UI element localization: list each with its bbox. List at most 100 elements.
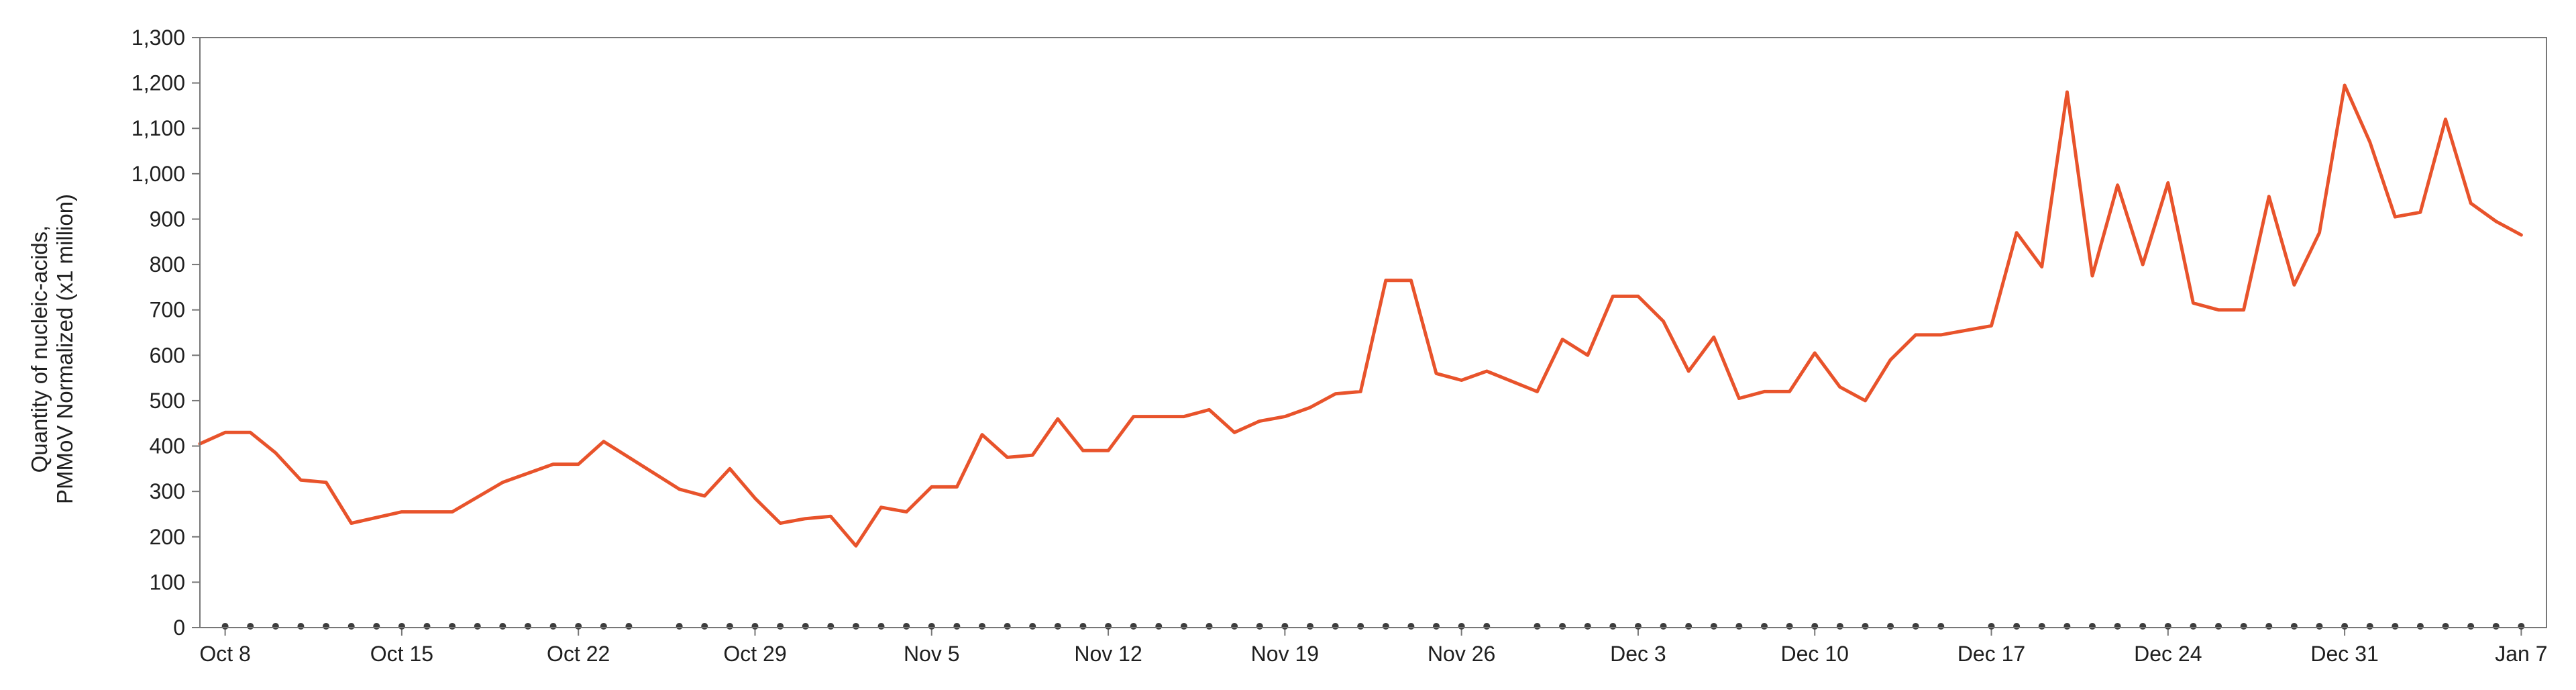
y-tick-label: 100 xyxy=(150,570,185,594)
series-layer xyxy=(198,83,2523,548)
y-axis-title: Quantity of nucleic-acids, PMMoV Normali… xyxy=(27,194,77,504)
sample-marker xyxy=(1660,623,1667,630)
sample-marker xyxy=(2416,623,2424,630)
sample-marker xyxy=(625,623,633,630)
x-tick-label: Nov 26 xyxy=(1428,642,1495,666)
sample-marker xyxy=(827,623,835,630)
plot-frame xyxy=(199,37,2547,628)
y-tick-label: 1,100 xyxy=(131,116,185,140)
sample-marker xyxy=(1685,623,1693,630)
sample-marker xyxy=(323,623,330,630)
sample-marker xyxy=(499,623,506,630)
sample-marker xyxy=(1988,623,1995,630)
y-tick-label: 400 xyxy=(150,434,185,458)
sample-marker xyxy=(1029,623,1036,630)
sample-marker xyxy=(2442,623,2449,630)
sample-marker xyxy=(1407,623,1415,630)
y-axis-title-line-2: PMMoV Normalized (x1 million) xyxy=(52,194,77,504)
sample-marker xyxy=(953,623,961,630)
y-tick-label: 700 xyxy=(150,298,185,322)
sample-marker xyxy=(852,623,859,630)
sample-marker xyxy=(1912,623,1919,630)
sample-marker xyxy=(247,623,254,630)
x-axis: Oct 8 Oct 15 Oct 22 Oct 29 Nov 5 Nov 12 Nov 19… xyxy=(199,628,2548,666)
sample-marker xyxy=(575,623,582,630)
sample-marker xyxy=(1458,623,1465,630)
y-tick-label: 200 xyxy=(150,525,185,549)
sample-marker xyxy=(2467,623,2475,630)
x-tick-label: Oct 15 xyxy=(370,642,433,666)
sample-marker xyxy=(600,623,607,630)
sample-marker xyxy=(979,623,985,630)
y-tick-label: 300 xyxy=(150,479,185,503)
sample-marker xyxy=(676,623,683,630)
sample-marker xyxy=(1609,623,1617,630)
sample-marker xyxy=(1004,623,1011,630)
sample-marker xyxy=(1105,623,1112,630)
sample-marker xyxy=(449,623,456,630)
sample-marker xyxy=(1862,623,1869,630)
x-tick-label: Oct 8 xyxy=(199,642,250,666)
sample-marker xyxy=(1054,623,1061,630)
y-tick-label: 1,000 xyxy=(131,162,185,186)
sample-marker xyxy=(1130,623,1137,630)
x-tick-label: Oct 22 xyxy=(547,642,610,666)
sample-marker xyxy=(903,623,910,630)
sample-marker xyxy=(877,623,885,630)
sample-marker xyxy=(1710,623,1717,630)
sample-marker xyxy=(2139,623,2147,630)
x-tick-label: Nov 19 xyxy=(1251,642,1319,666)
x-tick-label: Dec 17 xyxy=(1957,642,2025,666)
sample-marker xyxy=(2190,623,2197,630)
x-tick-label: Oct 29 xyxy=(723,642,786,666)
y-tick-label: 0 xyxy=(173,615,185,640)
sample-marker xyxy=(1231,623,1238,630)
series-line xyxy=(198,83,2523,548)
sample-marker xyxy=(2013,623,2021,630)
sample-marker xyxy=(1306,623,1313,630)
sample-marker xyxy=(2341,623,2349,630)
y-tick-label: 900 xyxy=(150,207,185,231)
sample-marker xyxy=(802,623,809,630)
sample-marker xyxy=(2316,623,2323,630)
y-tick-label: 600 xyxy=(150,343,185,367)
sample-marker xyxy=(1887,623,1894,630)
sample-marker xyxy=(2518,623,2525,630)
sample-marker xyxy=(297,623,305,630)
x-tick-label: Nov 12 xyxy=(1074,642,1142,666)
sample-marker xyxy=(2366,623,2373,630)
sample-marker xyxy=(2492,623,2500,630)
sample-marker xyxy=(1937,623,1945,630)
y-axis-title-line-1: Quantity of nucleic-acids, xyxy=(27,226,52,473)
sample-marker xyxy=(1079,623,1087,630)
sample-marker xyxy=(1155,623,1163,630)
sample-marker xyxy=(1332,623,1339,630)
sample-marker xyxy=(2063,623,2071,630)
sample-marker xyxy=(2088,623,2096,630)
x-tick-label: Dec 3 xyxy=(1610,642,1666,666)
sample-marker xyxy=(549,623,557,630)
sample-marker xyxy=(1559,623,1566,630)
y-tick-label: 800 xyxy=(150,252,185,277)
sample-marker xyxy=(726,623,733,630)
sample-markers xyxy=(221,623,2525,630)
sample-marker xyxy=(1357,623,1364,630)
sample-marker xyxy=(272,623,279,630)
sample-marker xyxy=(1584,623,1591,630)
sample-marker xyxy=(474,623,481,630)
sample-marker xyxy=(1281,623,1289,630)
sample-marker xyxy=(423,623,431,630)
sample-marker xyxy=(2114,623,2121,630)
sample-marker xyxy=(928,623,935,630)
sample-marker xyxy=(373,623,380,630)
sample-marker xyxy=(398,623,405,630)
sample-marker xyxy=(524,623,531,630)
x-tick-label: Dec 31 xyxy=(2310,642,2378,666)
sample-marker xyxy=(1735,623,1743,630)
sample-marker xyxy=(1811,623,1819,630)
sample-marker xyxy=(2392,623,2399,630)
y-tick-label: 500 xyxy=(150,389,185,413)
sample-marker xyxy=(1382,623,1389,630)
sample-marker xyxy=(1483,623,1491,630)
